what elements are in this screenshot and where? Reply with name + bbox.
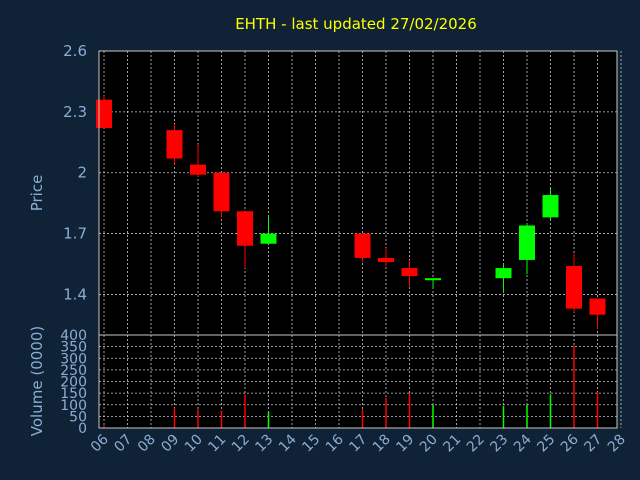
- chart-title: EHTH - last updated 27/02/2026: [235, 15, 477, 33]
- volume-bar: [103, 425, 105, 428]
- x-tick-label: 10: [182, 432, 206, 456]
- price-candles: [96, 95, 606, 329]
- x-tick-label: 06: [88, 431, 112, 455]
- candle-body: [237, 211, 253, 246]
- volume-tick-label: 200: [60, 375, 87, 391]
- volume-tick-label: 250: [60, 363, 87, 379]
- candle-body: [190, 164, 206, 175]
- volume-tick-label: 150: [60, 386, 87, 402]
- x-tick-label: 16: [323, 431, 347, 455]
- x-tick-label: 28: [605, 432, 629, 456]
- x-tick-label: 18: [370, 432, 394, 456]
- volume-bar: [549, 394, 552, 428]
- price-tick-label: 2.3: [63, 103, 87, 121]
- candle-body: [96, 99, 112, 129]
- volume-bars: [103, 345, 599, 428]
- x-tick-label: 14: [276, 431, 300, 455]
- price-plot-area: [99, 51, 617, 335]
- x-tick-label: 26: [558, 431, 582, 455]
- candle-body: [566, 266, 582, 309]
- volume-bar: [244, 394, 246, 428]
- volume-bar: [267, 411, 270, 428]
- volume-bar: [361, 409, 364, 428]
- candle-body: [354, 233, 371, 258]
- x-tick-label: 11: [205, 432, 229, 456]
- candle-body: [213, 172, 230, 212]
- price-tick-label: 1.4: [63, 285, 87, 303]
- x-tick-label: 20: [417, 432, 441, 456]
- x-tick-label: 17: [346, 432, 370, 456]
- volume-bar: [385, 397, 387, 428]
- price-tick-label: 1.7: [63, 225, 87, 243]
- candle-body: [495, 268, 512, 279]
- price-axis-label: Price: [28, 175, 46, 212]
- candle-body: [260, 233, 277, 244]
- x-tick-label: 19: [393, 432, 417, 456]
- volume-bar: [596, 391, 599, 428]
- x-tick-label: 12: [229, 432, 253, 456]
- x-tick-label: 23: [487, 432, 511, 456]
- x-axis-label: Day: [334, 459, 362, 475]
- price-tick-label: 2: [77, 164, 87, 182]
- volume-bar: [197, 409, 199, 428]
- volume-tick-label: 400: [60, 328, 87, 344]
- x-tick-label: 27: [581, 432, 605, 456]
- candle-body: [378, 257, 394, 262]
- x-tick-label: 08: [135, 432, 159, 456]
- volume-tick-label: 300: [60, 351, 87, 367]
- volume-bar: [526, 404, 528, 428]
- x-tick-label: 15: [299, 432, 323, 456]
- candle-body: [589, 298, 606, 315]
- volume-tick-label: 0: [78, 421, 87, 437]
- x-axis: 06 07 08 09 10 11 12 13 14 15 16 17 18 19 20 21 22 23 24 25…: [88, 431, 629, 455]
- price-y-axis: 1.4 1.7 2 2.3 2.6: [63, 42, 87, 303]
- volume-tick-label: 50: [69, 409, 87, 425]
- x-tick-label: 22: [464, 432, 488, 456]
- volume-bar: [408, 393, 411, 428]
- volume-axis-label: Volume (0000): [28, 326, 46, 436]
- volume-bar: [573, 345, 575, 428]
- volume-plot-area: [99, 335, 617, 428]
- volume-bar: [220, 410, 223, 428]
- candle-body: [425, 278, 441, 281]
- candle-body: [401, 268, 418, 277]
- volume-bar: [502, 405, 505, 428]
- price-tick-label: 2.6: [63, 42, 87, 60]
- volume-tick-label: 350: [60, 340, 87, 356]
- volume-bar: [173, 408, 176, 428]
- volume-tick-label: 100: [60, 398, 87, 414]
- x-tick-label: 07: [111, 432, 135, 456]
- x-tick-label: 13: [252, 432, 276, 456]
- candle-body: [519, 225, 535, 260]
- x-tick-label: 09: [158, 432, 182, 456]
- candle-body: [542, 195, 559, 218]
- x-tick-label: 25: [534, 432, 558, 456]
- x-tick-label: 24: [511, 431, 535, 455]
- plot-frame: [98, 50, 618, 429]
- candle-body: [166, 130, 183, 159]
- x-tick-label: 21: [440, 432, 464, 456]
- volume-bar: [432, 404, 434, 428]
